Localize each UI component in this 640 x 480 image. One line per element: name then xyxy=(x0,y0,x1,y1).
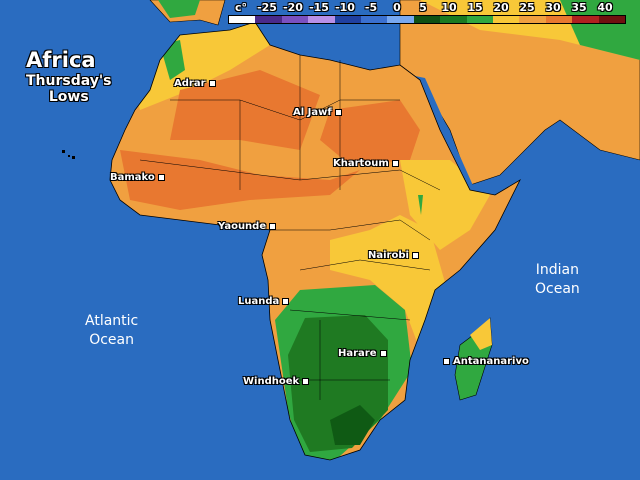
legend-label: -5 xyxy=(364,1,378,14)
subtitle-line-2: Lows xyxy=(48,89,89,105)
legend-label: -15 xyxy=(309,1,329,14)
map-title: Africa xyxy=(26,48,96,72)
legend-swatch xyxy=(255,16,282,23)
city-bamako: Bamako xyxy=(110,172,165,183)
city-marker-icon xyxy=(269,223,277,230)
legend-swatch xyxy=(572,16,599,23)
subtitle-line-1: Thursday's xyxy=(26,73,112,89)
city-name: Windhoek xyxy=(243,376,300,387)
legend-labels: c° -25 -20 -15 -10 -5 0 5 10 15 20 25 30… xyxy=(228,1,626,15)
city-khartoum: Khartoum xyxy=(333,158,399,169)
city-harare: Harare xyxy=(338,348,387,359)
legend-swatch xyxy=(440,16,467,23)
city-name: Luanda xyxy=(238,296,280,307)
legend-label: 40 xyxy=(597,1,613,14)
city-name: Adrar xyxy=(174,78,206,89)
ocean-label-line: Ocean xyxy=(89,332,135,348)
city-marker-icon xyxy=(391,160,399,167)
indian-ocean-label: Indian Ocean xyxy=(535,261,580,299)
city-marker-icon xyxy=(208,80,216,87)
legend-label: 5 xyxy=(419,1,427,14)
legend-label: 10 xyxy=(441,1,457,14)
city-marker-icon xyxy=(282,298,290,305)
africa-outline xyxy=(109,21,521,461)
legend-swatch xyxy=(598,16,626,23)
city-nairobi: Nairobi xyxy=(368,250,419,261)
cape-verde-islands xyxy=(62,150,75,159)
city-name: Bamako xyxy=(110,172,155,183)
legend-label: 35 xyxy=(571,1,587,14)
city-luanda: Luanda xyxy=(238,296,290,307)
city-name: Al Jawf xyxy=(293,107,332,118)
legend-swatch xyxy=(229,16,256,23)
legend-label: -10 xyxy=(335,1,355,14)
city-marker-icon xyxy=(302,378,310,385)
legend-swatch xyxy=(334,16,362,23)
city-adrar: Adrar xyxy=(174,78,216,89)
ocean-label-line: Ocean xyxy=(535,281,580,297)
country-borders xyxy=(139,55,441,400)
legend-label: 0 xyxy=(393,1,401,14)
legend-swatch xyxy=(413,16,441,23)
city-antananarivo: Antananarivo xyxy=(443,356,529,367)
city-name: Yaounde xyxy=(218,221,267,232)
legend-label: -25 xyxy=(257,1,277,14)
legend-label: 30 xyxy=(545,1,561,14)
map-subtitle: Thursday's Lows xyxy=(26,73,112,105)
temperature-legend: c° -25 -20 -15 -10 -5 0 5 10 15 20 25 30… xyxy=(228,1,626,24)
city-al-jawf: Al Jawf xyxy=(293,107,342,118)
city-marker-icon xyxy=(379,350,387,357)
city-marker-icon xyxy=(443,358,450,365)
atlantic-ocean-label: Atlantic Ocean xyxy=(85,312,138,350)
legend-swatch xyxy=(493,16,520,23)
legend-swatch xyxy=(545,16,573,23)
legend-swatch xyxy=(281,16,309,23)
legend-color-bar xyxy=(228,15,626,24)
europe-green xyxy=(158,0,200,18)
legend-swatch xyxy=(466,16,494,23)
city-marker-icon xyxy=(334,109,342,116)
legend-swatch xyxy=(387,16,414,23)
ocean-label-line: Indian xyxy=(535,262,580,278)
city-name: Harare xyxy=(338,348,377,359)
legend-label: 25 xyxy=(519,1,535,14)
city-name: Antananarivo xyxy=(453,356,529,367)
city-yaounde: Yaounde xyxy=(218,221,277,232)
legend-swatch xyxy=(519,16,546,23)
city-marker-icon xyxy=(157,174,165,181)
legend-unit: c° xyxy=(234,1,248,14)
city-windhoek: Windhoek xyxy=(243,376,310,387)
legend-swatch xyxy=(361,16,388,23)
ocean-label-line: Atlantic xyxy=(85,313,139,329)
legend-label: -20 xyxy=(283,1,303,14)
legend-label: 15 xyxy=(467,1,483,14)
city-name: Nairobi xyxy=(368,250,409,261)
city-marker-icon xyxy=(411,252,419,259)
legend-swatch xyxy=(308,16,335,23)
legend-label: 20 xyxy=(493,1,509,14)
madagascar-yellow xyxy=(470,318,492,350)
city-name: Khartoum xyxy=(333,158,389,169)
